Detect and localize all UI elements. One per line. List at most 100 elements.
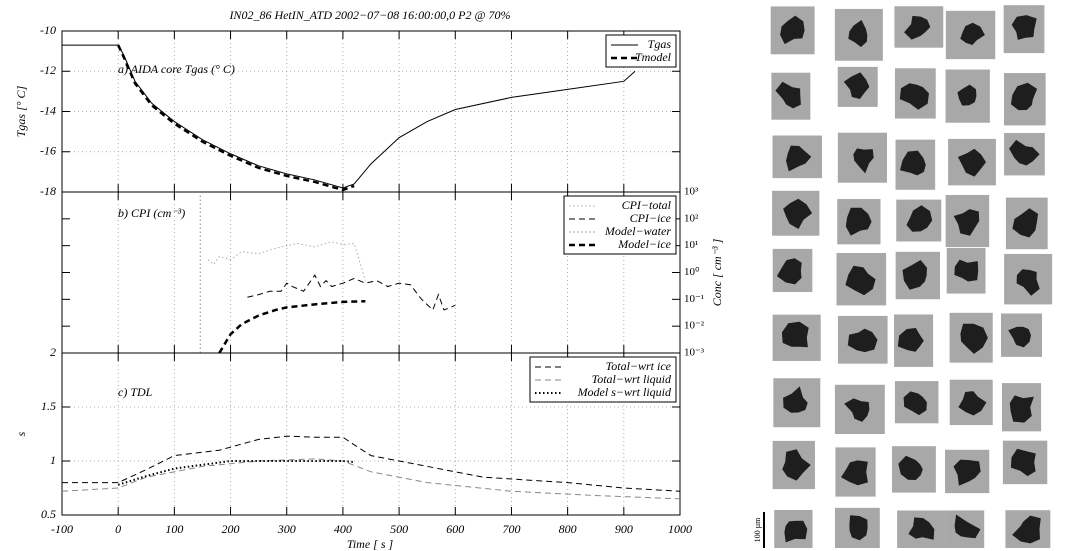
particle bbox=[908, 517, 935, 540]
particle bbox=[1010, 82, 1038, 111]
particle bbox=[904, 15, 931, 40]
y-tick-label: 10⁻² bbox=[684, 320, 705, 332]
particle bbox=[784, 520, 808, 543]
particle bbox=[782, 449, 811, 481]
particle bbox=[848, 20, 868, 47]
y-tick-label: 10³ bbox=[684, 186, 699, 198]
x-tick-label: 700 bbox=[502, 522, 520, 536]
particle bbox=[954, 514, 981, 539]
particle bbox=[1011, 15, 1037, 40]
series-line bbox=[218, 299, 366, 354]
particle bbox=[841, 460, 868, 486]
particle bbox=[1012, 515, 1041, 544]
particle bbox=[781, 321, 809, 348]
y-tick-label: 10¹ bbox=[684, 239, 698, 251]
particle bbox=[898, 455, 923, 480]
legend-box bbox=[529, 356, 677, 403]
particle bbox=[849, 515, 868, 541]
x-tick-label: -100 bbox=[51, 522, 73, 536]
legend-label: Total−wrt ice bbox=[606, 359, 672, 373]
y-tick-label: 2 bbox=[50, 345, 56, 359]
particle bbox=[1012, 208, 1039, 238]
particle bbox=[1008, 326, 1031, 348]
particle bbox=[843, 72, 870, 99]
particle bbox=[897, 328, 924, 352]
particle bbox=[845, 207, 872, 236]
x-axis-label: Time [ s ] bbox=[347, 537, 394, 551]
x-tick-label: 600 bbox=[446, 522, 464, 536]
panel-annotation: c) TDL bbox=[118, 385, 153, 399]
particle bbox=[1009, 139, 1040, 166]
x-tick-label: 1000 bbox=[668, 522, 692, 536]
series-line bbox=[61, 458, 681, 500]
particle bbox=[1009, 395, 1034, 423]
particle bbox=[902, 260, 927, 290]
particle bbox=[899, 83, 929, 110]
legend-label: Tgas bbox=[648, 37, 672, 51]
particle-images bbox=[770, 5, 1053, 548]
series-line bbox=[62, 435, 681, 492]
particle bbox=[960, 22, 985, 45]
particle bbox=[903, 391, 927, 416]
particle bbox=[953, 459, 981, 486]
x-tick-label: 500 bbox=[390, 522, 408, 536]
series-line bbox=[62, 44, 636, 189]
particle bbox=[783, 386, 808, 413]
y-tick-label: 10² bbox=[684, 212, 699, 224]
plot-frame bbox=[61, 352, 681, 516]
particle bbox=[845, 265, 876, 296]
x-tick-label: 100 bbox=[165, 522, 183, 536]
legend-label: CPI−total bbox=[622, 198, 672, 212]
y-tick-label: 1.5 bbox=[41, 399, 56, 413]
legend-box bbox=[605, 34, 677, 68]
x-tick-label: 800 bbox=[559, 522, 577, 536]
particle bbox=[775, 81, 801, 109]
particle bbox=[900, 150, 926, 176]
legend-label: Model−water bbox=[604, 224, 671, 238]
y-tick-label: -16 bbox=[40, 144, 56, 158]
series-line bbox=[207, 241, 366, 281]
legend-label: Model−ice bbox=[617, 237, 671, 251]
legend-label: CPI−ice bbox=[630, 211, 672, 225]
particle bbox=[953, 209, 980, 236]
particle bbox=[957, 148, 986, 177]
particle bbox=[847, 328, 878, 353]
series-line bbox=[247, 274, 456, 311]
particle bbox=[783, 198, 813, 229]
y-tick-label: 0.5 bbox=[41, 507, 56, 521]
particle bbox=[844, 398, 870, 422]
y-axis-label: Tgas [° C] bbox=[14, 85, 28, 137]
figure-title: IN02_86 HetIN_ATD 2002−07−08 16:00:00,0 … bbox=[228, 8, 510, 22]
y-axis-label: s bbox=[14, 431, 28, 436]
x-tick-label: 300 bbox=[277, 522, 296, 536]
x-tick-label: 0 bbox=[115, 522, 121, 536]
particle bbox=[954, 259, 979, 282]
particle bbox=[776, 258, 802, 285]
legend-label: Tmodel bbox=[635, 50, 672, 64]
particle bbox=[853, 148, 874, 174]
particle bbox=[1010, 448, 1036, 477]
y-tick-label: -12 bbox=[40, 63, 56, 77]
particle bbox=[960, 323, 988, 354]
x-tick-label: 900 bbox=[615, 522, 633, 536]
panel-annotation: a) AIDA core Tgas (° C) bbox=[118, 62, 235, 76]
particle bbox=[957, 84, 977, 106]
y-tick-label: 10⁻¹ bbox=[684, 293, 704, 305]
particle bbox=[958, 391, 987, 416]
y-tick-label: -10 bbox=[40, 23, 56, 37]
legend-label: Model s−wrt liquid bbox=[577, 385, 672, 399]
y-tick-label: 1 bbox=[50, 453, 56, 467]
y-tick-label: 10⁰ bbox=[684, 266, 700, 278]
particle bbox=[1016, 269, 1040, 296]
y-tick-label: 10⁻³ bbox=[684, 347, 705, 359]
particle bbox=[786, 145, 812, 172]
series-line bbox=[117, 460, 355, 486]
y-axis-label: Conc [ cm⁻³ ] bbox=[710, 238, 724, 306]
particle bbox=[906, 205, 933, 232]
y-tick-label: -14 bbox=[40, 103, 56, 117]
y-tick-label: -18 bbox=[40, 184, 56, 198]
legend-label: Total−wrt liquid bbox=[592, 372, 672, 386]
particle bbox=[780, 15, 805, 45]
x-tick-label: 400 bbox=[334, 522, 352, 536]
